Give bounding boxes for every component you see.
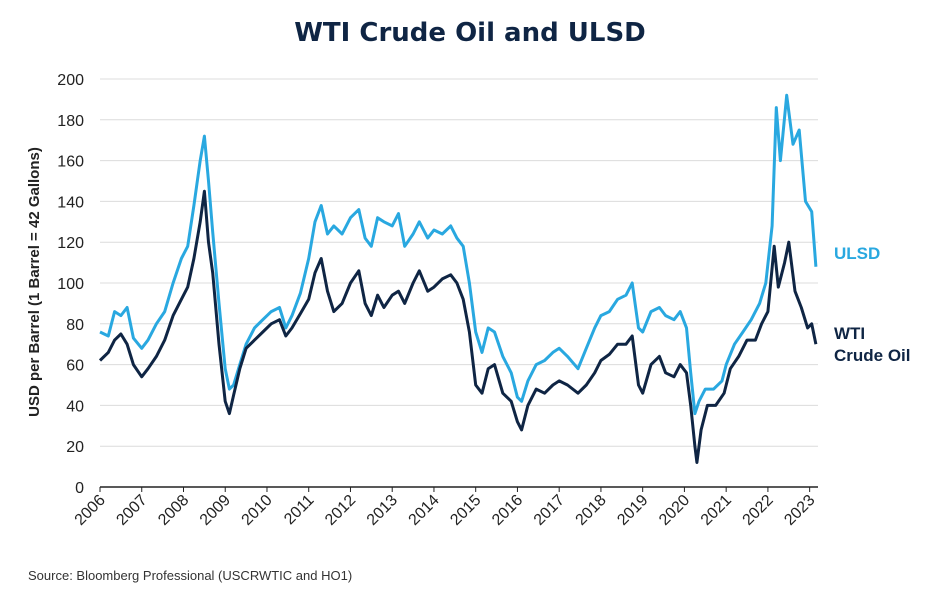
y-tick-label: 180 xyxy=(57,113,84,130)
x-tick-label: 2023 xyxy=(781,492,818,529)
y-tick-label: 160 xyxy=(57,154,84,171)
y-tick-label: 120 xyxy=(57,235,84,252)
y-tick-label: 40 xyxy=(66,398,84,415)
x-tick-label: 2016 xyxy=(489,492,526,529)
y-tick-label: 0 xyxy=(75,480,84,497)
source-note: Source: Bloomberg Professional (USCRWTIC… xyxy=(28,568,353,583)
x-tick-label: 2020 xyxy=(656,492,693,529)
y-axis-label: USD per Barrel (1 Barrel = 42 Gallons) xyxy=(26,147,43,417)
x-tick-label: 2021 xyxy=(698,492,735,529)
legend-label-ulsd: ULSD xyxy=(834,244,880,263)
x-tick-label: 2007 xyxy=(113,492,150,529)
chart-title: WTI Crude Oil and ULSD xyxy=(294,18,646,48)
x-tick-label: 2009 xyxy=(197,492,234,529)
y-tick-label: 100 xyxy=(57,276,84,293)
x-tick-label: 2014 xyxy=(406,492,443,529)
series-line-ulsd xyxy=(99,93,818,416)
y-tick-label: 60 xyxy=(66,358,84,375)
x-axis-ticks: 2006 2007 2008 2009 2010 2011 2012 2013 2014 2015… xyxy=(72,487,819,529)
x-tick-label: 2012 xyxy=(322,492,359,529)
x-tick-label: 2017 xyxy=(531,492,568,529)
y-axis-ticks: 0 20 40 60 80 100 120 140 160 180 200 xyxy=(57,72,84,497)
x-tick-label: 2015 xyxy=(447,492,484,529)
y-tick-label: 140 xyxy=(57,194,84,211)
x-tick-label: 2008 xyxy=(155,492,192,529)
y-tick-label: 200 xyxy=(57,72,84,89)
legend-label-wti: WTI Crude Oil xyxy=(834,324,911,365)
x-tick-label: 2022 xyxy=(740,492,777,529)
gridlines xyxy=(100,78,818,488)
x-tick-label: 2013 xyxy=(364,492,401,529)
x-tick-label: 2018 xyxy=(573,492,610,529)
legend: ULSD WTI Crude Oil xyxy=(834,244,911,365)
series-line-wti-crude-oil xyxy=(98,189,818,464)
x-tick-label: 2019 xyxy=(614,492,651,529)
y-tick-label: 80 xyxy=(66,317,84,334)
x-tick-label: 2006 xyxy=(72,492,109,529)
x-tick-label: 2011 xyxy=(281,492,317,528)
y-tick-label: 20 xyxy=(66,439,84,456)
series-lines xyxy=(98,93,818,464)
x-tick-label: 2010 xyxy=(239,492,276,529)
